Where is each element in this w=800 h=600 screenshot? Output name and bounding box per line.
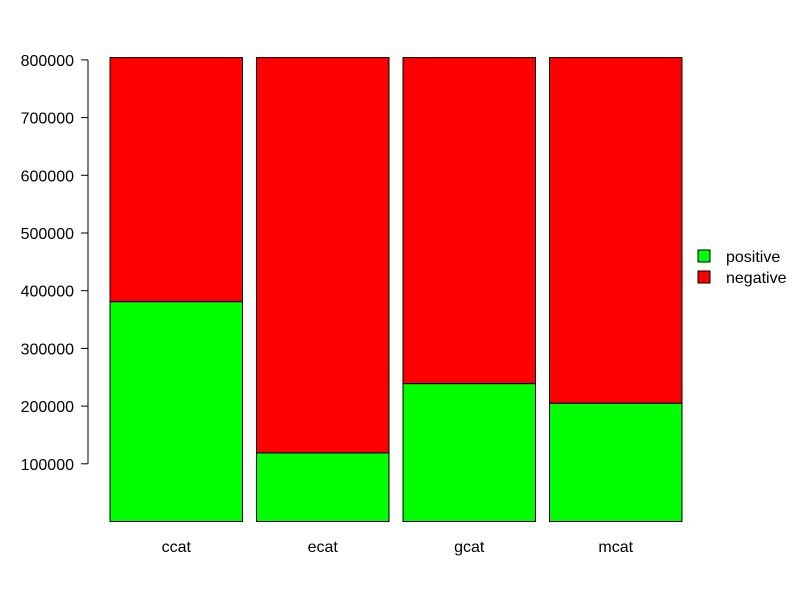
bar-positive-ecat [256,452,390,523]
legend-swatch-negative [697,270,711,284]
y-tick-label: 800000 [21,53,74,70]
bar-negative-gcat [402,57,536,385]
bar-negative-ccat [109,57,243,303]
y-tick-label: 200000 [21,399,74,416]
y-tick-label: 100000 [21,457,74,474]
x-category-label: ccat [162,539,192,556]
bar-positive-gcat [402,383,536,522]
bars [109,57,683,523]
y-tick-label: 700000 [21,111,74,128]
bar-positive-mcat [549,402,683,522]
x-axis-labels: ccat ecat gcat mcat [162,539,634,556]
x-category-label: ecat [308,539,339,556]
bar-negative-mcat [549,57,683,404]
y-tick-label: 300000 [21,341,74,358]
legend-label-negative: negative [726,270,787,287]
y-tick-label: 400000 [21,284,74,301]
y-tick-label: 500000 [21,226,74,243]
y-axis: 100000 200000 300000 400000 500000 600000 7000… [21,53,89,474]
x-category-label: gcat [454,539,485,556]
y-tick-label: 600000 [21,168,74,185]
x-category-label: mcat [598,539,633,556]
legend-swatch-positive [697,249,711,263]
bar-negative-ecat [256,57,390,454]
bar-positive-ccat [109,301,243,522]
legend: positive negative [697,249,787,287]
legend-label-positive: positive [726,249,780,266]
